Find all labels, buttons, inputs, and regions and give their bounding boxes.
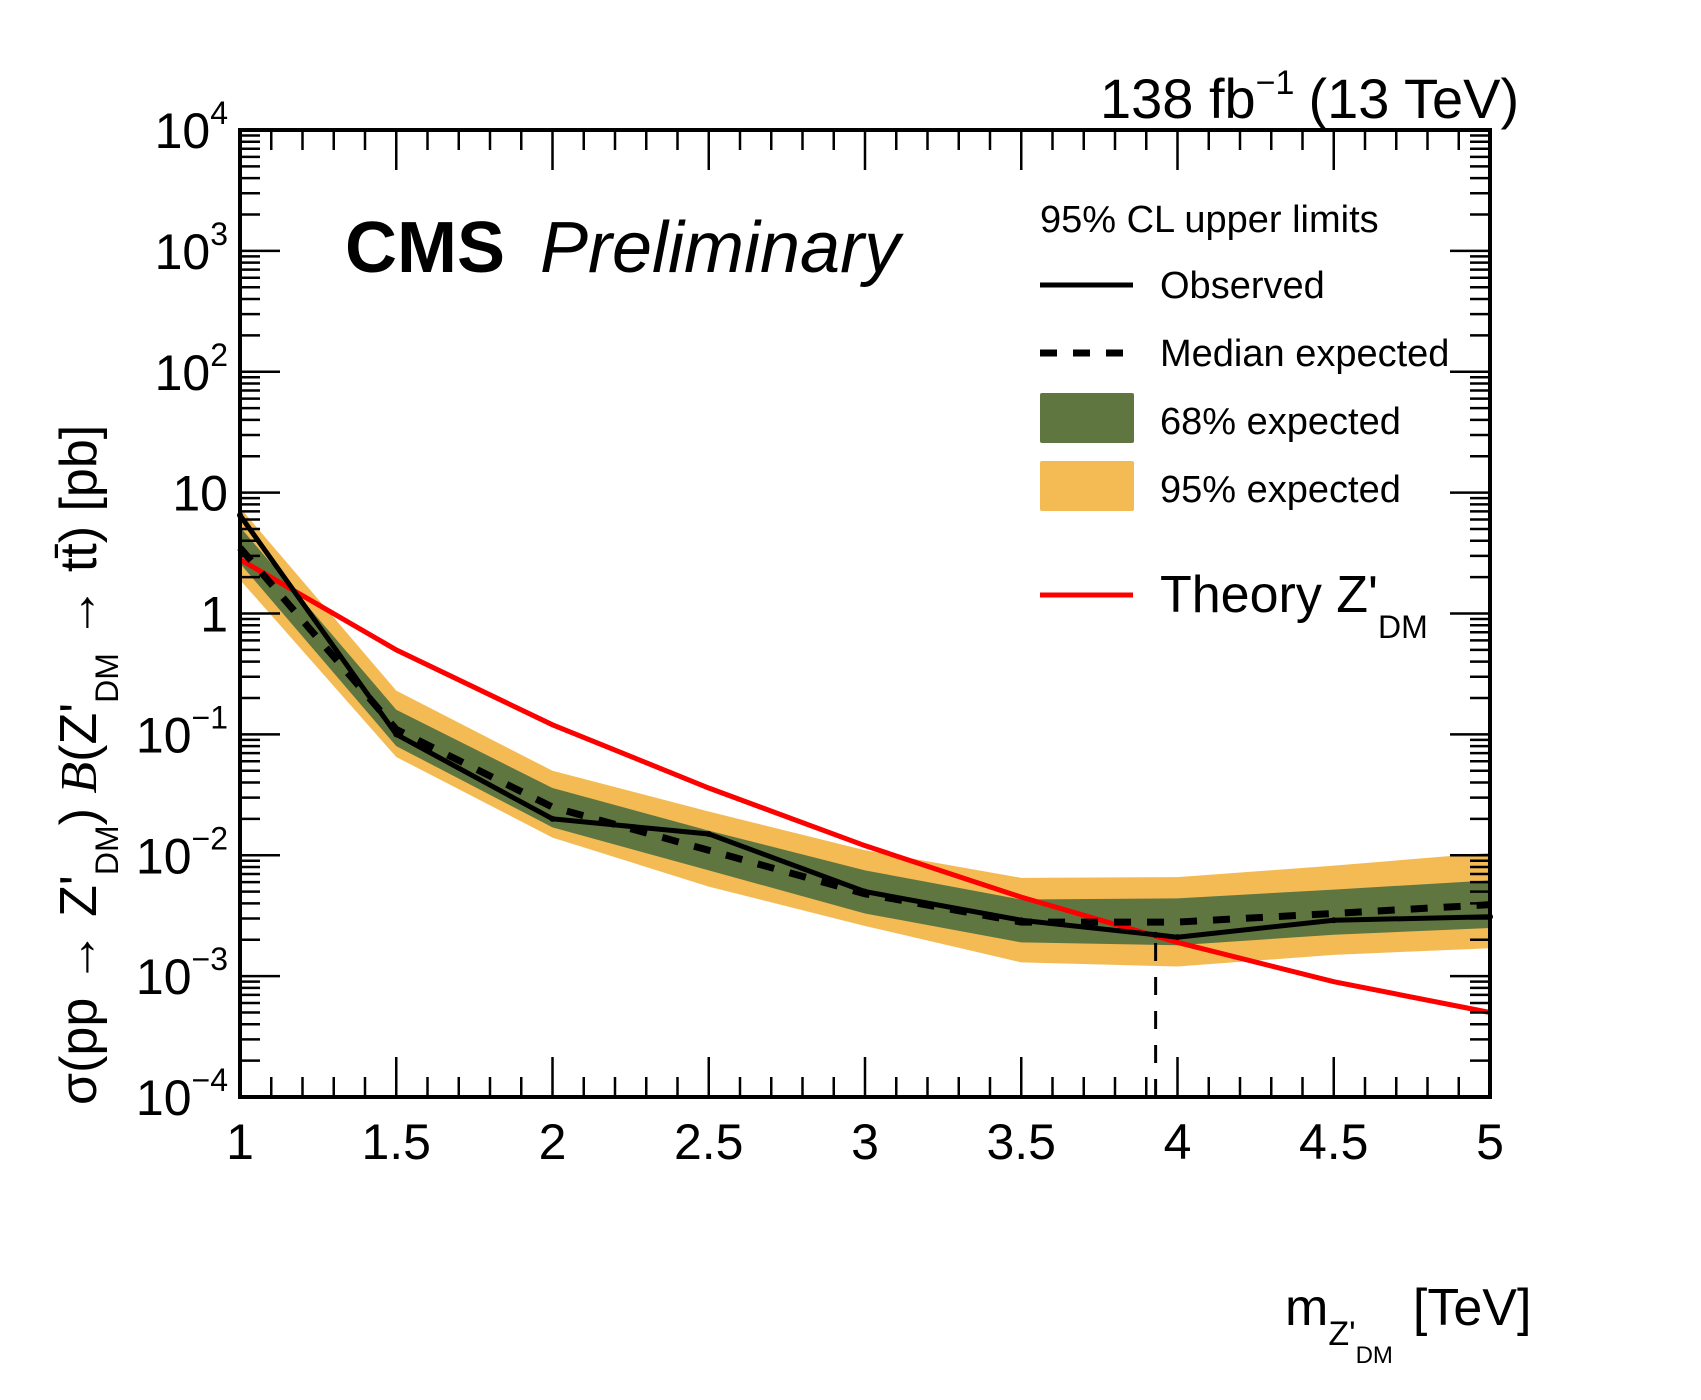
x-tick-label: 2 <box>539 1114 567 1170</box>
observed-point <box>1152 931 1159 938</box>
x-axis-title: mZ'DM[TeV] <box>1285 1279 1531 1369</box>
observed-line <box>237 513 1491 940</box>
legend-band68-swatch <box>1040 393 1134 443</box>
status-label: Preliminary <box>540 208 904 288</box>
x-tick-label: 3.5 <box>986 1114 1056 1170</box>
y-tick-label: 104 <box>155 95 228 159</box>
observed-point <box>393 731 400 738</box>
legend-observed-label: Observed <box>1160 265 1325 307</box>
observed-point <box>705 830 712 837</box>
theory-line <box>238 557 1491 1015</box>
legend-title: 95% CL upper limits <box>1040 199 1379 241</box>
legend-band95-swatch <box>1040 461 1134 511</box>
legend: 95% CL upper limits Observed Median expe… <box>1040 199 1449 645</box>
observed-point <box>862 888 868 895</box>
y-tick-label: 10−2 <box>136 820 228 884</box>
y-tick-label: 103 <box>155 216 228 280</box>
x-tick-label: 4 <box>1164 1114 1192 1170</box>
experiment-label: CMS <box>345 208 505 288</box>
x-tick-label: 1 <box>226 1114 254 1170</box>
lumi-label: 138 fb−1 (13 TeV) <box>1100 64 1519 130</box>
x-tick-label: 3 <box>851 1114 879 1170</box>
band-68-expected <box>240 526 1490 946</box>
observed-point <box>1174 934 1181 941</box>
observed-point <box>549 815 556 822</box>
observed-point <box>1018 917 1025 924</box>
legend-band68-label: 68% expected <box>1160 401 1401 443</box>
x-tick-label: 1.5 <box>361 1114 431 1170</box>
y-tick-label: 10−1 <box>136 699 228 763</box>
y-axis-title: σ(pp → Z'DM) B(Z'DM → tt̄) [pb] <box>50 425 125 1105</box>
y-tick-label: 1 <box>200 587 228 643</box>
legend-theory-label: Theory Z'DM <box>1160 566 1428 645</box>
y-tick-label: 10−4 <box>136 1062 228 1126</box>
legend-expected-label: Median expected <box>1160 333 1449 375</box>
y-tick-label: 10−3 <box>136 941 228 1005</box>
x-tick-label: 5 <box>1476 1114 1504 1170</box>
y-tick-label: 10 <box>172 466 228 522</box>
x-tick-label: 2.5 <box>674 1114 744 1170</box>
y-tick-label: 102 <box>155 337 228 401</box>
observed-point <box>1330 917 1337 924</box>
x-tick-label: 4.5 <box>1299 1114 1369 1170</box>
legend-band95-label: 95% expected <box>1160 469 1401 511</box>
